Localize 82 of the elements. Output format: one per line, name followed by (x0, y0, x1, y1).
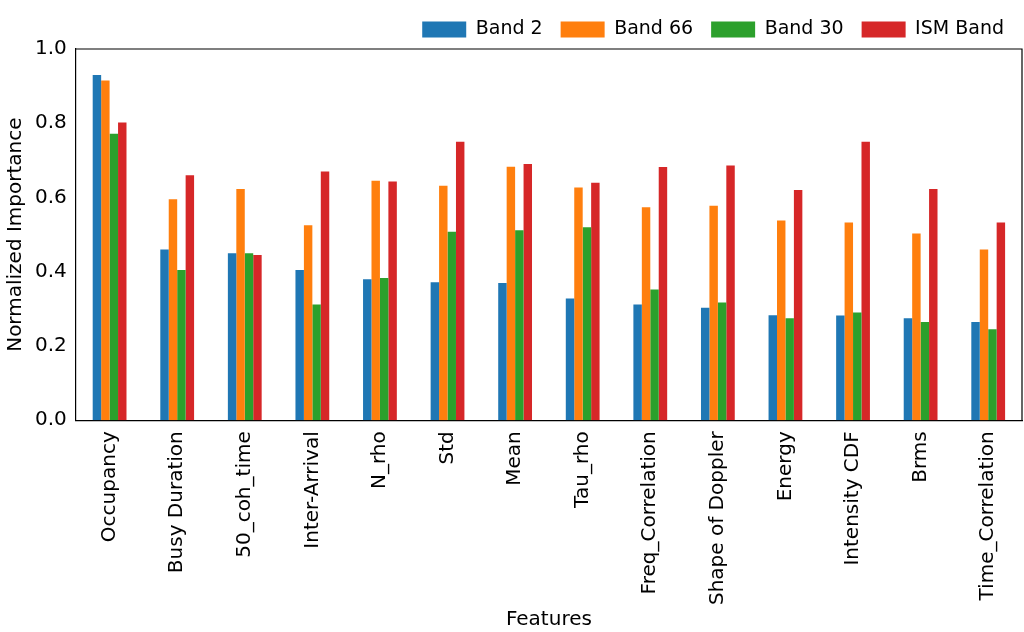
bar (455, 141, 465, 421)
bar (853, 312, 862, 421)
x-tick-label: 50_coh_time (230, 431, 255, 558)
legend-label: Band 30 (764, 16, 844, 39)
x-tick-label: N_rho (366, 431, 391, 490)
legend-label: Band 2 (475, 16, 543, 39)
x-tick-label: Energy (771, 431, 796, 502)
x-tick-label: Freq_Correlation (636, 431, 661, 595)
bar (920, 321, 930, 421)
bar (777, 220, 786, 421)
y-tick-label: 0.0 (34, 406, 67, 431)
bar (253, 255, 262, 421)
bar (700, 307, 710, 421)
y-tick-label: 0.4 (34, 257, 67, 282)
bar (582, 227, 592, 421)
x-tick-label: Mean (501, 431, 526, 486)
bar (903, 318, 913, 421)
bar (168, 199, 178, 421)
bar (177, 269, 186, 421)
bar (439, 185, 448, 421)
bar (320, 171, 330, 421)
legend-label: Band 66 (614, 16, 694, 39)
bar (515, 230, 524, 421)
bar (726, 165, 735, 421)
x-tick-label: Shape of Doppler (704, 430, 729, 605)
bar (303, 225, 313, 421)
bar (971, 321, 980, 421)
bar (912, 233, 921, 421)
bar (236, 188, 245, 421)
bar (101, 80, 110, 421)
bar (988, 329, 997, 421)
bar (430, 282, 440, 421)
y-tick-label: 0.6 (34, 183, 67, 208)
bar (574, 187, 583, 421)
y-tick-label: 1.0 (34, 35, 67, 60)
bar (244, 253, 254, 421)
bar (836, 315, 845, 421)
bar (717, 302, 727, 421)
x-tick-label: Std (433, 431, 458, 465)
y-tick-label: 0.8 (34, 109, 67, 134)
x-tick-label: Time_Correlation (974, 431, 999, 602)
bar (371, 180, 380, 421)
x-tick-label: Brms (906, 431, 931, 483)
bar (565, 298, 575, 421)
bar (793, 190, 803, 421)
bar (929, 188, 938, 421)
bar (844, 222, 854, 421)
legend-label: ISM Band (915, 16, 1005, 39)
bar (768, 315, 777, 421)
bar (996, 222, 1006, 421)
x-tick-label: Busy Duration (163, 431, 188, 574)
bar (379, 278, 389, 421)
bar (650, 289, 659, 421)
bar (363, 279, 372, 421)
bar (447, 231, 456, 421)
bar (658, 167, 668, 421)
bar (92, 74, 102, 421)
y-axis-title: Normalized Importance (2, 117, 27, 352)
bar (498, 282, 507, 421)
bar (312, 304, 321, 421)
bar (295, 269, 304, 421)
bar (506, 166, 516, 421)
bar (227, 253, 237, 421)
bar (785, 318, 794, 421)
x-axis-title: Features (505, 606, 592, 631)
bar (641, 207, 651, 421)
x-tick-label: Tau_rho (568, 431, 593, 509)
bar (109, 133, 119, 421)
bar (523, 164, 533, 421)
bar (633, 304, 642, 421)
x-tick-label: Occupancy (95, 431, 120, 543)
bar (160, 249, 169, 421)
x-tick-label: Inter-Arrival (298, 431, 323, 549)
bar (591, 182, 600, 421)
x-tick-label: Intensity CDF (839, 431, 864, 566)
bar (185, 175, 195, 421)
bar (979, 249, 989, 421)
y-tick-label: 0.2 (34, 332, 67, 357)
bar (118, 122, 127, 421)
bar (388, 181, 397, 421)
bar (709, 205, 718, 421)
bar (861, 141, 870, 421)
